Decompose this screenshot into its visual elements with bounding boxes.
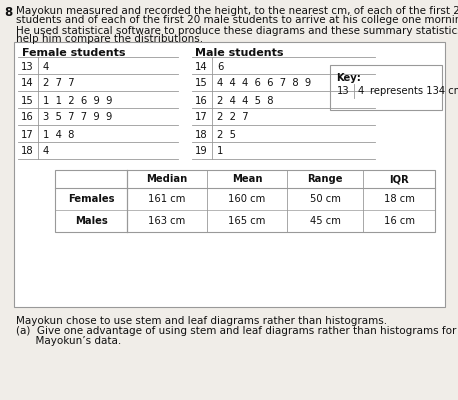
Text: 17: 17 — [195, 112, 208, 122]
Text: Median: Median — [147, 174, 188, 184]
Text: Range: Range — [307, 174, 343, 184]
Text: 14: 14 — [196, 62, 208, 72]
Text: 4: 4 — [358, 86, 364, 96]
Text: 15: 15 — [195, 78, 208, 88]
Text: 19: 19 — [195, 146, 208, 156]
Bar — [55, 170, 435, 232]
Text: students and of each of the first 20 male students to arrive at his college one : students and of each of the first 20 mal… — [16, 15, 458, 25]
Text: 160 cm: 160 cm — [229, 194, 266, 204]
Text: Males: Males — [75, 216, 107, 226]
Text: 45 cm: 45 cm — [310, 216, 340, 226]
Text: IQR: IQR — [389, 174, 409, 184]
Text: 161 cm: 161 cm — [148, 194, 185, 204]
Text: 50 cm: 50 cm — [310, 194, 340, 204]
Text: 18: 18 — [196, 130, 208, 140]
Bar — [330, 65, 442, 110]
Text: 1  1  2  6  9  9: 1 1 2 6 9 9 — [43, 96, 113, 106]
Text: Female students: Female students — [22, 48, 125, 58]
Text: Mayokun chose to use stem and leaf diagrams rather than histograms.: Mayokun chose to use stem and leaf diagr… — [16, 316, 387, 326]
Text: 2  7  7: 2 7 7 — [43, 78, 75, 88]
Text: 4: 4 — [43, 146, 49, 156]
Text: Mayokun measured and recorded the height, to the nearest cm, of each of the firs: Mayokun measured and recorded the height… — [16, 6, 458, 16]
Text: 17: 17 — [21, 130, 34, 140]
Text: 14: 14 — [22, 78, 34, 88]
Text: 4: 4 — [43, 62, 49, 72]
Text: 16: 16 — [21, 112, 34, 122]
Text: Females: Females — [68, 194, 114, 204]
Text: 16: 16 — [195, 96, 208, 106]
Text: Mayokun’s data.: Mayokun’s data. — [16, 336, 121, 346]
Text: 3  5  7  7  9  9: 3 5 7 7 9 9 — [43, 112, 112, 122]
Text: 6: 6 — [217, 62, 224, 72]
Bar — [14, 42, 445, 307]
Text: 15: 15 — [21, 96, 34, 106]
Text: 165 cm: 165 cm — [228, 216, 266, 226]
Text: Key:: Key: — [336, 73, 361, 83]
Text: Mean: Mean — [232, 174, 262, 184]
Text: 163 cm: 163 cm — [148, 216, 185, 226]
Text: 4  4  4  6  6  7  8  9: 4 4 4 6 6 7 8 9 — [217, 78, 311, 88]
Text: 2  4  4  5  8: 2 4 4 5 8 — [217, 96, 273, 106]
Text: 2  2  7: 2 2 7 — [217, 112, 249, 122]
Text: 16 cm: 16 cm — [383, 216, 414, 226]
Text: 13: 13 — [338, 86, 350, 96]
Text: (a)  Give one advantage of using stem and leaf diagrams rather than histograms f: (a) Give one advantage of using stem and… — [16, 326, 456, 336]
Text: 13: 13 — [22, 62, 34, 72]
Text: 8: 8 — [4, 6, 12, 19]
Text: 18: 18 — [22, 146, 34, 156]
Text: help him compare the distributions.: help him compare the distributions. — [16, 34, 203, 44]
Text: represents 134 cm: represents 134 cm — [370, 86, 458, 96]
Text: 1  4  8: 1 4 8 — [43, 130, 74, 140]
Text: 1: 1 — [217, 146, 224, 156]
Text: Male students: Male students — [195, 48, 284, 58]
Text: 18 cm: 18 cm — [383, 194, 414, 204]
Text: 2  5: 2 5 — [217, 130, 236, 140]
Text: He used statistical software to produce these diagrams and these summary statist: He used statistical software to produce … — [16, 26, 458, 36]
